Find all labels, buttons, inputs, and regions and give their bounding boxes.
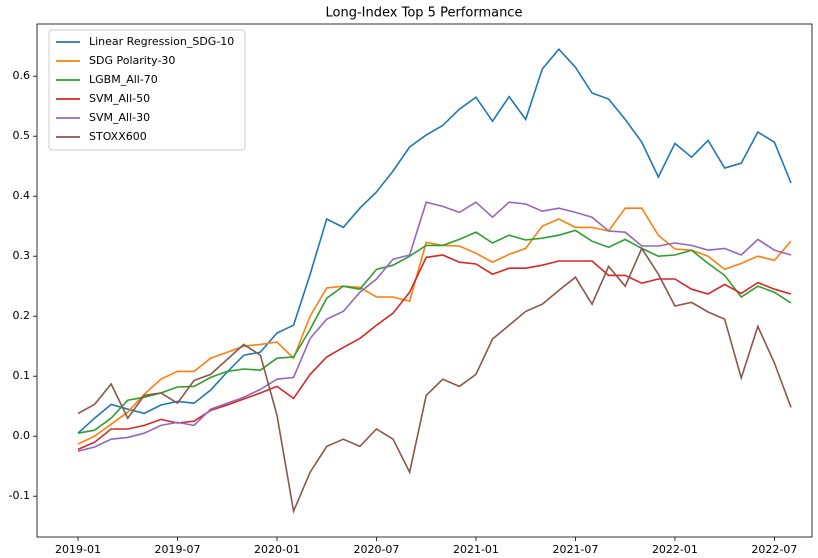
y-tick-label: 0.2 — [13, 309, 31, 322]
y-tick-label: 0.6 — [13, 69, 31, 82]
legend-label: SDG Polarity-30 — [89, 54, 175, 67]
legend-label: Linear Regression_SDG-10 — [89, 35, 234, 48]
x-tick-label: 2020-07 — [353, 543, 399, 556]
legend-label: SVM_All-30 — [89, 111, 150, 124]
x-tick-label: 2022-07 — [751, 543, 797, 556]
x-tick-label: 2021-01 — [453, 543, 499, 556]
x-tick-label: 2020-01 — [254, 543, 300, 556]
y-tick-label: 0.5 — [13, 129, 31, 142]
legend-label: SVM_All-50 — [89, 92, 150, 105]
x-tick-label: 2019-01 — [55, 543, 101, 556]
legend-box — [48, 29, 246, 151]
x-tick-label: 2022-01 — [652, 543, 698, 556]
y-tick-label: 0.0 — [13, 429, 31, 442]
series-line — [77, 229, 792, 434]
y-tick-label: 0.4 — [13, 189, 31, 202]
series-line — [77, 246, 792, 515]
legend-label: LGBM_All-70 — [89, 73, 158, 86]
series-line — [77, 207, 792, 445]
series-line — [77, 47, 792, 434]
x-tick-label: 2019-07 — [155, 543, 201, 556]
x-tick-label: 2021-07 — [552, 543, 598, 556]
plot-frame — [36, 23, 813, 538]
y-tick-label: 0.3 — [13, 249, 31, 262]
legend-label: STOXX600 — [89, 130, 147, 143]
series-line — [77, 201, 792, 452]
y-tick-label: -0.1 — [9, 489, 30, 502]
y-tick-label: 0.1 — [13, 369, 31, 382]
series-line — [77, 254, 792, 451]
chart-title: Long-Index Top 5 Performance — [326, 6, 523, 21]
